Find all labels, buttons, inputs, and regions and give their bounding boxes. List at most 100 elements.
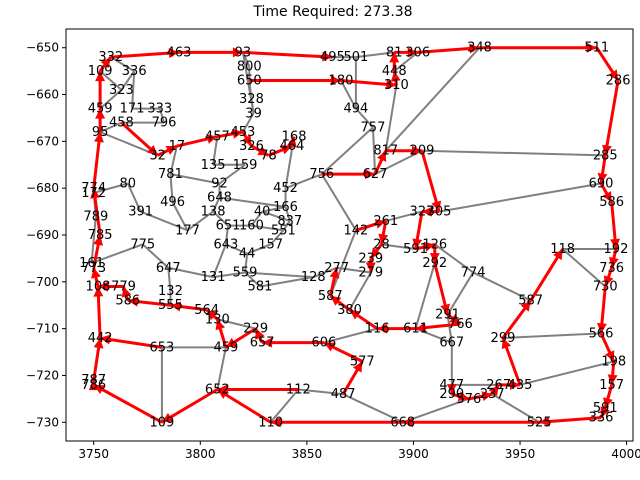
node-label: 198 bbox=[601, 354, 626, 369]
route-arrowhead bbox=[241, 134, 252, 147]
node-label: 93 bbox=[235, 45, 252, 60]
node-label: 606 bbox=[312, 336, 337, 351]
node-label: 442 bbox=[88, 331, 113, 346]
graph-edge bbox=[381, 243, 416, 251]
route-segment bbox=[216, 388, 272, 424]
graph-edge bbox=[217, 318, 256, 330]
node-label: 81 bbox=[386, 45, 403, 60]
node-label: 180 bbox=[329, 74, 354, 89]
route-arrowhead bbox=[553, 249, 563, 261]
route-arrowhead bbox=[440, 303, 450, 315]
graph-edge bbox=[259, 276, 314, 288]
route-arrowhead bbox=[206, 309, 218, 321]
node-label: 305 bbox=[427, 205, 452, 220]
route-segment bbox=[110, 50, 180, 59]
node-label: 525 bbox=[527, 415, 552, 430]
graph-edge bbox=[99, 70, 123, 91]
y-tick-label: −670 bbox=[26, 134, 59, 148]
graph-edge bbox=[126, 183, 142, 213]
graph-edge bbox=[355, 51, 395, 59]
y-tick-label: −650 bbox=[26, 41, 59, 55]
x-tick-label: 3900 bbox=[398, 447, 429, 461]
graph-edge bbox=[402, 397, 470, 424]
node-label: 290 bbox=[439, 387, 464, 402]
route-arrowhead bbox=[609, 256, 619, 268]
node-label: 648 bbox=[207, 191, 232, 206]
route-arrowhead bbox=[469, 43, 480, 54]
node-label: 239 bbox=[358, 251, 383, 266]
node-label: 118 bbox=[550, 242, 575, 257]
route-arrowhead bbox=[365, 169, 376, 180]
graph-edge bbox=[446, 314, 453, 343]
node-label: 326 bbox=[239, 139, 264, 154]
graph-edge bbox=[241, 52, 255, 114]
graph-edge bbox=[340, 80, 357, 110]
node-label: 496 bbox=[160, 195, 185, 210]
graph-edge bbox=[355, 107, 374, 128]
graph-edge bbox=[384, 47, 481, 152]
route-arrowhead bbox=[330, 295, 342, 306]
node-label: 267 bbox=[486, 378, 511, 393]
node-label: 323 bbox=[109, 83, 134, 98]
node-label: 643 bbox=[213, 237, 238, 252]
node-label: 611 bbox=[403, 322, 428, 337]
graph-edge bbox=[323, 327, 378, 344]
node-label: 142 bbox=[343, 223, 368, 238]
node-label: 591 bbox=[593, 401, 618, 416]
node-label: 576 bbox=[456, 392, 481, 407]
node-label: 457 bbox=[205, 130, 230, 145]
route-arrowhead bbox=[127, 296, 139, 307]
node-label: 786 bbox=[81, 378, 106, 393]
route-arrowhead bbox=[520, 300, 531, 312]
graph-edge bbox=[244, 271, 314, 279]
route-arrowhead bbox=[377, 323, 388, 334]
node-label: 668 bbox=[390, 415, 415, 430]
graph-edge bbox=[421, 149, 606, 157]
route-edges bbox=[88, 42, 621, 428]
graph-edge bbox=[225, 243, 248, 255]
route-arrowhead bbox=[603, 275, 614, 287]
route-arrowhead bbox=[607, 374, 618, 385]
graph-edge bbox=[90, 216, 97, 264]
graph-edge bbox=[336, 266, 371, 274]
node-label: 650 bbox=[237, 74, 262, 89]
node-label: 587 bbox=[518, 294, 543, 309]
node-label: 551 bbox=[271, 223, 296, 238]
node-label: 652 bbox=[205, 383, 230, 398]
route-arrowhead bbox=[329, 267, 340, 279]
node-label: 756 bbox=[309, 167, 334, 182]
node-label: 17 bbox=[169, 139, 186, 154]
node-label: 787 bbox=[81, 373, 106, 388]
route-arrowhead bbox=[429, 253, 440, 264]
route-arrowhead bbox=[608, 69, 619, 81]
node-label: 657 bbox=[250, 336, 275, 351]
graph-edge bbox=[282, 220, 291, 231]
node-label: 333 bbox=[147, 102, 172, 117]
node-label: 327 bbox=[410, 205, 435, 220]
node-label: 653 bbox=[150, 340, 175, 355]
node-label: 627 bbox=[363, 167, 388, 182]
node-label: 32 bbox=[149, 148, 166, 163]
route-arrowhead bbox=[446, 384, 457, 395]
node-label: 44 bbox=[239, 247, 256, 262]
graph-edge bbox=[212, 271, 246, 279]
route-segment bbox=[420, 150, 441, 212]
node-label: 229 bbox=[243, 322, 268, 337]
y-tick-label: −690 bbox=[26, 228, 59, 242]
graph-edge bbox=[158, 108, 166, 123]
graph-edge bbox=[502, 332, 602, 339]
route-arrowhead bbox=[88, 380, 99, 391]
node-label: 128 bbox=[301, 270, 326, 285]
route-arrowhead bbox=[330, 75, 341, 86]
graph-edge bbox=[342, 393, 404, 424]
node-label: 291 bbox=[435, 308, 460, 323]
graph-edge bbox=[415, 327, 453, 344]
graph-edge bbox=[393, 51, 419, 72]
graph-edge bbox=[348, 271, 372, 311]
route-arrowhead bbox=[232, 47, 243, 58]
route-arrowhead bbox=[423, 241, 435, 252]
node-label: 837 bbox=[277, 214, 302, 229]
graph-edge bbox=[434, 243, 474, 274]
route-arrowhead bbox=[602, 191, 612, 203]
